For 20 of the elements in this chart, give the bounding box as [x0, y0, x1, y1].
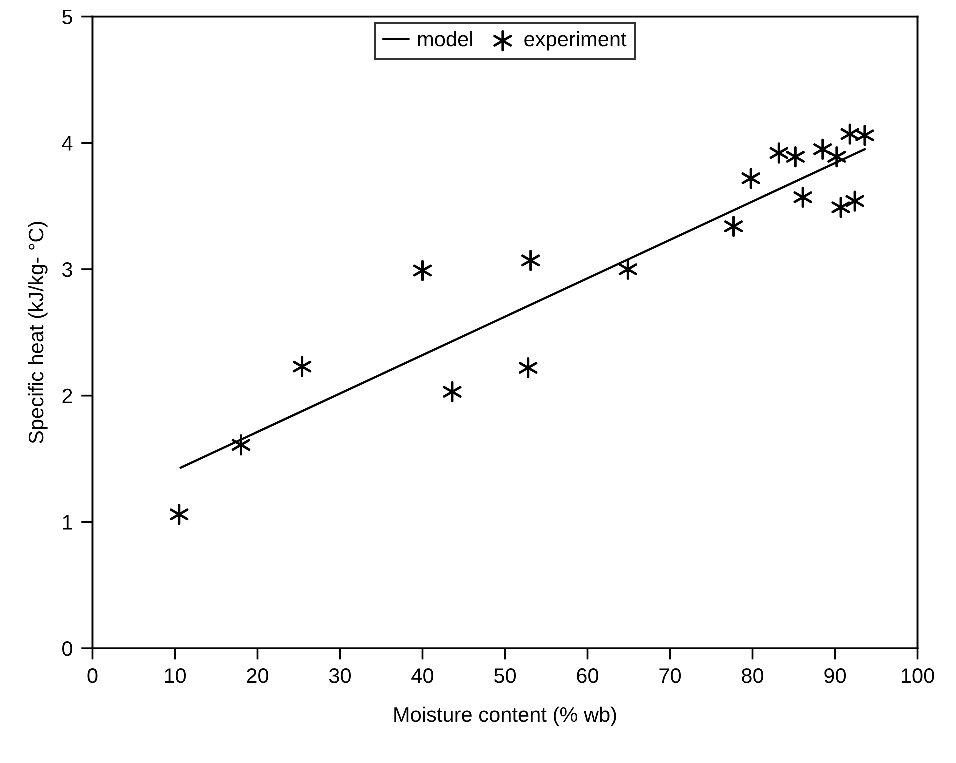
y-tick-label: 4 — [62, 136, 73, 151]
legend-label: model — [418, 31, 472, 47]
x-tick-label: 70 — [660, 668, 682, 684]
x-tick-label: 20 — [247, 668, 269, 684]
x-tick-label: 90 — [824, 668, 846, 684]
y-tick-label: 1 — [63, 515, 72, 530]
x-tick-label: 0 — [88, 668, 98, 684]
x-tick-label: 80 — [742, 668, 764, 684]
y-axis-title: Specific heat (kJ/kg- °C) — [28, 222, 48, 444]
x-tick-label: 50 — [494, 668, 516, 684]
x-axis-title: Moisture content (% wb) — [394, 706, 616, 726]
x-tick-label: 10 — [165, 668, 186, 684]
y-tick-label: 0 — [62, 642, 72, 656]
y-tick-label: 5 — [62, 10, 72, 25]
x-tick-label: 60 — [577, 668, 599, 684]
y-tick-label: 3 — [62, 262, 72, 278]
x-tick-label: 100 — [902, 668, 934, 684]
x-tick-label: 40 — [412, 668, 434, 684]
x-tick-label: 30 — [329, 668, 352, 684]
y-tick-label: 2 — [62, 388, 72, 404]
